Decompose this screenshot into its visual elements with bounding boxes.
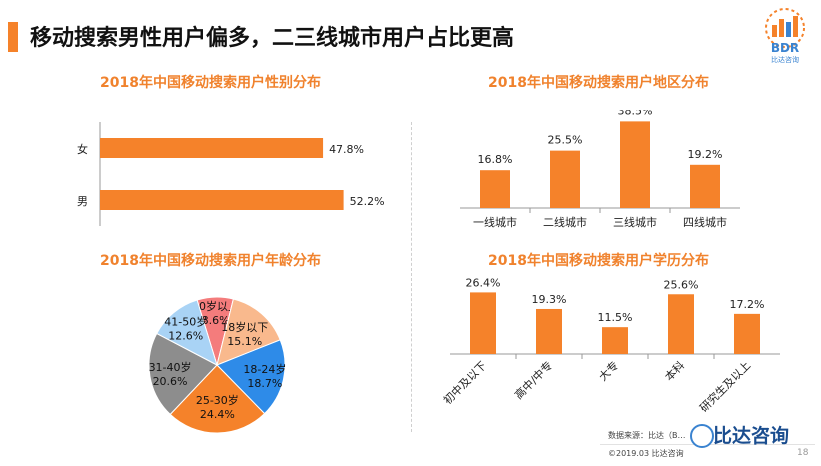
age-pie-slice — [216, 339, 286, 415]
age-slice-value: 18.7% — [247, 377, 282, 390]
logo-subtext: 比达咨询 — [771, 55, 799, 64]
region-value-label: 38.5% — [618, 110, 653, 117]
education-chart: 26.4% 初中及以下 19.3% 高中/中专 11.5% 大专 25.6% 本科 17.2% 研… — [440, 276, 780, 415]
education-category-label: 初中及以下 — [440, 358, 489, 407]
region-value-label: 25.5% — [548, 134, 583, 147]
education-value-label: 19.3% — [532, 293, 567, 306]
watermark-text: 比达咨询 — [713, 425, 790, 447]
bdr-logo: BDR 比达咨询 — [757, 6, 813, 64]
wechat-icon — [690, 424, 714, 448]
education-category-label: 高中/中专 — [511, 358, 555, 402]
age-slice-value: 15.1% — [227, 335, 262, 348]
age-slice-value: 12.6% — [168, 329, 203, 342]
region-bar — [480, 170, 510, 208]
education-category-label: 本科 — [662, 358, 687, 383]
copyright-text: ©2019.03 比达咨询 — [608, 449, 684, 458]
bdr-logo-graphic: BDR 比达咨询 — [765, 8, 805, 64]
education-bar — [602, 327, 628, 354]
region-category-label: 四线城市 — [683, 215, 727, 229]
education-value-label: 17.2% — [730, 298, 765, 311]
gender-bar — [100, 190, 344, 210]
education-value-label: 25.6% — [664, 278, 699, 291]
age-slice-label: 41-50岁 — [164, 314, 207, 328]
age-slice-label: 18岁以下 — [221, 320, 268, 334]
region-bar — [690, 164, 720, 208]
gender-value-label: 47.8% — [329, 143, 364, 156]
age-slice-label: 18-24岁 — [243, 362, 286, 376]
education-bar — [536, 308, 562, 354]
age-chart-title: 2018年中国移动搜索用户年龄分布 — [100, 253, 321, 269]
logo-text: BDR — [771, 41, 799, 55]
gender-chart: 女 47.8% 男 52.2% — [77, 122, 385, 226]
gender-category-label: 女 — [77, 142, 88, 156]
slide-title: 移动搜索男性用户偏多，二三线城市用户占比更高 — [30, 26, 515, 51]
education-category-label: 研究生及以上 — [697, 358, 754, 415]
age-slice-label: 25-30岁 — [196, 393, 239, 407]
age-pie-slice — [148, 332, 218, 416]
age-pie-slice — [169, 364, 266, 434]
panel-divider — [411, 122, 412, 432]
region-category-label: 一线城市 — [473, 215, 517, 229]
age-pie-slice — [156, 299, 218, 366]
region-value-label: 16.8% — [478, 153, 513, 166]
gender-bar — [100, 138, 324, 158]
gender-chart-title: 2018年中国移动搜索用户性别分布 — [100, 75, 321, 91]
region-chart-title: 2018年中国移动搜索用户地区分布 — [488, 75, 709, 91]
education-value-label: 26.4% — [466, 276, 501, 289]
education-chart-title: 2018年中国移动搜索用户学历分布 — [488, 253, 709, 269]
age-slice-value: 8.6% — [202, 314, 230, 327]
page-number: 18 — [797, 448, 809, 458]
education-bar — [734, 313, 760, 354]
age-slice-value: 24.4% — [200, 408, 235, 421]
age-slice-value: 20.6% — [153, 375, 188, 388]
age-pie-slice — [216, 298, 281, 366]
region-category-label: 二线城市 — [543, 215, 587, 229]
age-slice-label: 50岁以上 — [192, 299, 239, 313]
title-accent-bar — [8, 22, 18, 52]
region-chart: 16.8% 一线城市 25.5% 二线城市 38.5% 三线城市 19.2% 四线城市 — [460, 110, 740, 229]
education-bar — [470, 292, 496, 354]
education-value-label: 11.5% — [598, 311, 633, 324]
age-slice-label: 31-40岁 — [149, 360, 192, 374]
education-bar — [668, 294, 694, 354]
region-bar — [550, 150, 580, 208]
gender-category-label: 男 — [77, 195, 88, 208]
source-note: 数据来源：比达（B… — [608, 431, 686, 440]
education-category-label: 大专 — [596, 358, 621, 383]
gender-value-label: 52.2% — [350, 195, 385, 208]
region-category-label: 三线城市 — [613, 215, 657, 229]
region-value-label: 19.2% — [688, 148, 723, 161]
region-bar — [620, 121, 650, 208]
